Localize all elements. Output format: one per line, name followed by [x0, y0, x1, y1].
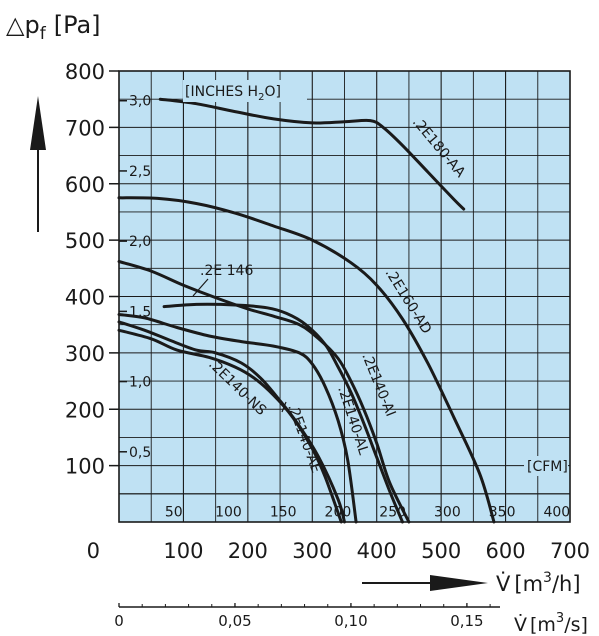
- x2-tick-label: 0,15: [450, 612, 483, 630]
- series-line-5: [117, 320, 346, 524]
- series-line-4: [117, 313, 358, 524]
- x-axis-unit-prefix: [m: [514, 572, 543, 596]
- series-line-1: [117, 196, 496, 524]
- inches-tick-label: 2,5: [129, 164, 151, 180]
- inches-tick-label: 3,0: [129, 94, 151, 110]
- x2-tick-label: 0,10: [334, 612, 367, 630]
- y-tick-label: 400: [65, 286, 105, 310]
- y-tick-label: 500: [65, 229, 105, 253]
- label-leader-line: [192, 278, 209, 297]
- y-axis-unit: [Pa]: [54, 11, 101, 39]
- cfm-label: [CFM]: [527, 459, 568, 475]
- x-axis-label: V̇ [m3/h]: [496, 570, 581, 596]
- x-tick-label: 700: [550, 539, 590, 563]
- y-tick-label: 200: [65, 398, 105, 422]
- inches-label-box: [INCHES H2O]: [183, 80, 307, 103]
- y-axis-subscript: f: [40, 24, 47, 44]
- x-tick-label: 500: [421, 539, 461, 563]
- cfm-tick-label: 300: [434, 504, 461, 520]
- inches-label-suffix: O]: [264, 84, 280, 100]
- series-line-3: [162, 302, 404, 524]
- y-tick-label: 600: [65, 173, 105, 197]
- x-arrow-icon: [362, 575, 488, 591]
- x2-axis-unit-sup: 3: [556, 611, 564, 626]
- cfm-tick-label: 250: [379, 504, 406, 520]
- series-line-0: [158, 97, 466, 211]
- x-tick-label: 100: [163, 539, 203, 563]
- x2-axis: 0 0,05 0,10 0,15: [114, 603, 491, 630]
- x-axis-unit-sup: 3: [543, 570, 552, 586]
- y-axis-label: △pf [Pa]: [6, 11, 101, 44]
- x-tick-label: 300: [292, 539, 332, 563]
- cfm-tick-label: 200: [325, 504, 352, 520]
- x-axis-unit-suffix: /h]: [552, 572, 581, 596]
- x2-axis-symbol: V̇: [514, 614, 527, 636]
- cfm-tick-label: 100: [215, 504, 242, 520]
- plot-frame: [118, 70, 571, 523]
- x2-tick-label: 0: [114, 612, 124, 630]
- y-tick-label: 0: [87, 539, 100, 563]
- cfm-tick-label: 50: [165, 504, 183, 520]
- grid: [119, 71, 570, 522]
- y-tick-label: 800: [65, 60, 105, 84]
- y-tick-label: 100: [65, 455, 105, 479]
- cfm-tick-label: 400: [543, 504, 570, 520]
- inches-label-sub: 2: [258, 92, 264, 103]
- series-label: .2E 146: [200, 263, 253, 279]
- svg-text:[INCHES H2O]: [INCHES H2O]: [185, 84, 281, 103]
- y-tick-label: 700: [65, 116, 105, 140]
- inches-tick-label: 1,0: [129, 375, 151, 391]
- x2-axis-unit-prefix: [m: [530, 614, 556, 636]
- series-line-6: [117, 328, 343, 524]
- y-tick-label: 300: [65, 342, 105, 366]
- y-arrow-icon: [30, 96, 46, 232]
- x2-axis-unit-suffix: /s]: [564, 614, 588, 636]
- inches-tick-label: 2,0: [129, 234, 151, 250]
- inches-label-prefix: [INCHES H: [185, 84, 258, 100]
- inches-tick-label: 1,5: [129, 304, 151, 320]
- x-tick-label: 600: [486, 539, 526, 563]
- x2-axis-label: V̇ [m3/s]: [514, 611, 588, 636]
- x-tick-label: 400: [357, 539, 397, 563]
- inches-tick-label: 0,5: [129, 445, 151, 461]
- curves: [117, 97, 496, 524]
- x2-tick-label: 0,05: [218, 612, 251, 630]
- series-line-2: [117, 260, 411, 524]
- cfm-tick-label: 150: [270, 504, 297, 520]
- cfm-label-box: [CFM]: [524, 456, 568, 476]
- cfm-tick-label: 350: [489, 504, 516, 520]
- x-axis-symbol: V̇: [496, 571, 511, 596]
- y-axis-symbol: △p: [6, 11, 40, 39]
- label-leader-line: [281, 401, 287, 413]
- x-tick-label: 200: [228, 539, 268, 563]
